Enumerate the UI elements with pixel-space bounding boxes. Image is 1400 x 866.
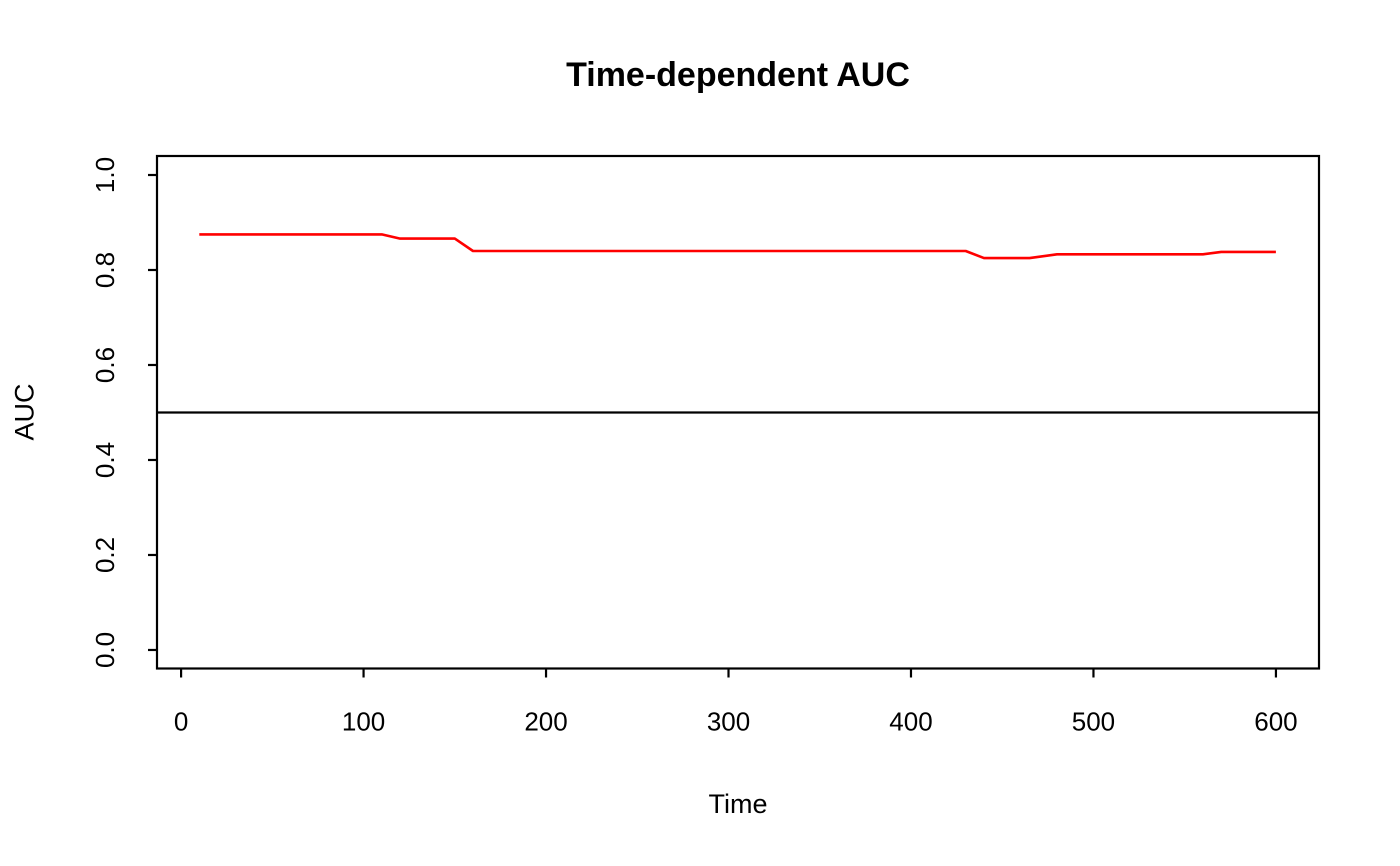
y-axis-tick-label: 0.2 bbox=[90, 537, 120, 573]
plot-border bbox=[155, 154, 1321, 670]
y-axis-tick-label: 0.6 bbox=[90, 347, 120, 383]
x-axis-tick-label: 600 bbox=[1254, 707, 1297, 737]
x-axis-tick-label: 500 bbox=[1072, 707, 1115, 737]
y-axis-tick-label: 0.4 bbox=[90, 442, 120, 478]
x-axis-tick-label: 0 bbox=[174, 707, 188, 737]
x-axis-tick-label: 300 bbox=[707, 707, 750, 737]
y-axis-tick-label: 1.0 bbox=[90, 157, 120, 193]
y-axis-tick-label: 0.8 bbox=[90, 252, 120, 288]
chart-title: Time-dependent AUC bbox=[566, 56, 910, 94]
x-axis-tick-label: 100 bbox=[342, 707, 385, 737]
x-axis-label: Time bbox=[708, 789, 768, 819]
auc-curve bbox=[199, 233, 1276, 260]
y-axis-tick-label: 0.0 bbox=[90, 632, 120, 668]
x-axis-tick-label: 400 bbox=[889, 707, 932, 737]
x-axis-tick-label: 200 bbox=[524, 707, 567, 737]
